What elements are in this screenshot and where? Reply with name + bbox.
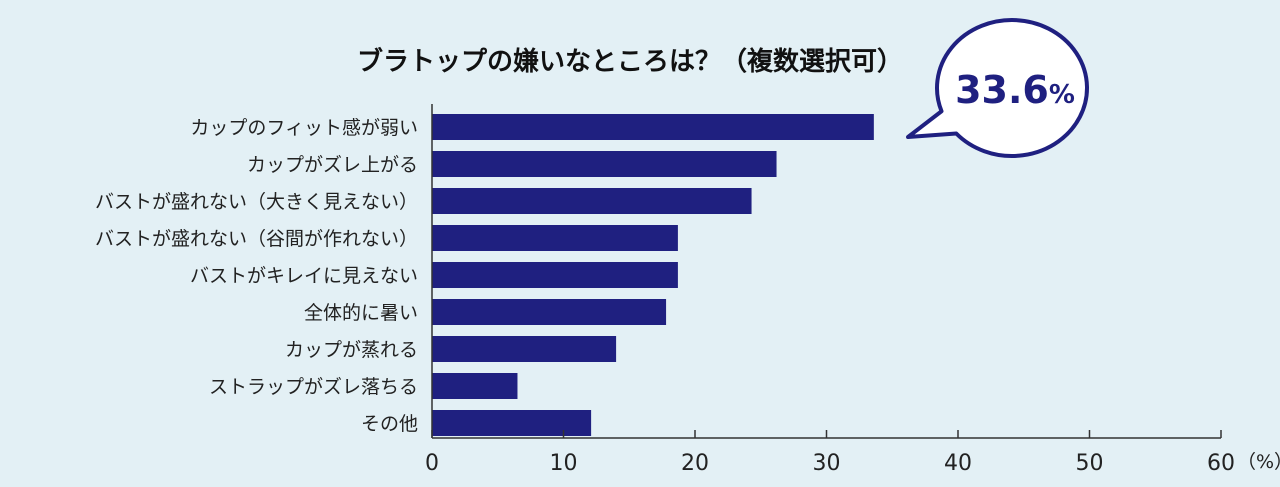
category-label-3: バストが盛れない（谷間が作れない） xyxy=(95,228,418,250)
bars-layer xyxy=(432,114,874,436)
x-tick-label-4: 40 xyxy=(944,451,972,476)
callout-value: 33.6 xyxy=(955,68,1049,112)
speech-bubble xyxy=(906,18,1089,158)
category-label-0: カップのフィット感が弱い xyxy=(190,117,418,139)
category-label-7: ストラップがズレ落ちる xyxy=(209,376,418,398)
category-label-4: バストがキレイに見えない xyxy=(190,265,418,287)
x-tick-label-1: 10 xyxy=(550,451,578,476)
x-axis: 0 10 20 30 40 50 60（%） xyxy=(425,104,1280,476)
x-tick-label-3: 30 xyxy=(813,451,841,476)
x-tick-label-2: 20 xyxy=(681,451,709,476)
category-label-6: カップが蒸れる xyxy=(285,339,418,361)
chart-title: ブラトップの嫌いなところは？（複数選択可） xyxy=(357,46,903,77)
bar-3 xyxy=(432,225,678,251)
value-callout: 33.6% xyxy=(906,18,1089,158)
bar-5 xyxy=(432,299,667,325)
category-label-8: その他 xyxy=(361,413,418,435)
callout-value-text: 33.6% xyxy=(955,68,1075,112)
callout-unit: % xyxy=(1049,80,1075,110)
category-label-5: 全体的に暑い xyxy=(304,302,418,324)
x-tick-label-5: 50 xyxy=(1076,451,1104,476)
bar-1 xyxy=(432,151,777,177)
bar-2 xyxy=(432,188,752,214)
bar-4 xyxy=(432,262,678,288)
category-label-1: カップがズレ上がる xyxy=(247,154,418,176)
bar-7 xyxy=(432,373,518,399)
x-tick-label-6: 60 xyxy=(1207,451,1235,476)
bar-0 xyxy=(432,114,874,140)
bar-8 xyxy=(432,410,592,436)
x-unit-label: （%） xyxy=(1237,451,1280,473)
category-label-2: バストが盛れない（大きく見えない） xyxy=(95,191,418,213)
bar-6 xyxy=(432,336,617,362)
x-tick-label-0: 0 xyxy=(425,451,439,476)
